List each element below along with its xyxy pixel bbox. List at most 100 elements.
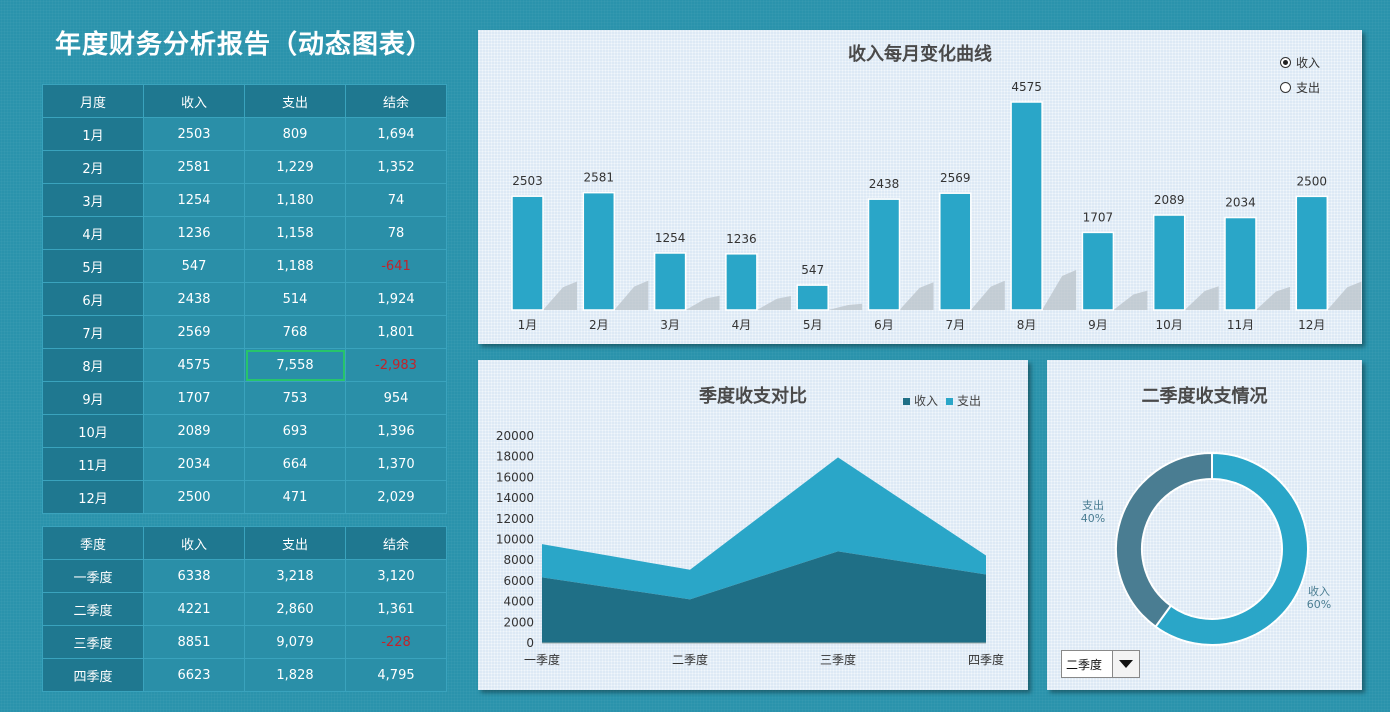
bar[interactable]	[1224, 216, 1257, 311]
monthly_table-cell[interactable]: 74	[345, 183, 447, 217]
monthly_table-cell[interactable]: 9月	[42, 381, 144, 415]
monthly_table-header-cell[interactable]: 月度	[42, 84, 144, 118]
bar[interactable]	[582, 191, 616, 311]
quarter_table-cell[interactable]: 6338	[143, 559, 245, 593]
monthly_table-cell[interactable]: 4月	[42, 216, 144, 250]
monthly_table-cell[interactable]: 547	[143, 249, 245, 283]
monthly_table-cell[interactable]: 2月	[42, 150, 144, 184]
monthly_table-cell[interactable]: 12月	[42, 480, 144, 514]
quarter_table-cell[interactable]: 三季度	[42, 625, 144, 659]
legend-income: 收入	[903, 392, 938, 409]
quarter_table-cell[interactable]: 2,860	[244, 592, 346, 626]
monthly_table-row: 5月 547 1,188 -641	[42, 249, 447, 283]
radio-expense-dot[interactable]	[1280, 82, 1291, 93]
monthly_table-cell[interactable]: 1,158	[244, 216, 346, 250]
quarter_table-cell[interactable]: 9,079	[244, 625, 346, 659]
radio-income-dot[interactable]	[1280, 57, 1291, 68]
quarter_table-cell[interactable]: 4,795	[345, 658, 447, 692]
monthly_table-cell[interactable]: 4575	[143, 348, 245, 382]
monthly_table-cell[interactable]: 1,801	[345, 315, 447, 349]
monthly_table-cell[interactable]: 2034	[143, 447, 245, 481]
monthly_table-cell[interactable]: 1,396	[345, 414, 447, 448]
monthly_table-cell[interactable]: -641	[345, 249, 447, 283]
quarter-legend: 收入 支出	[903, 392, 981, 409]
monthly_table-cell[interactable]: 3月	[42, 183, 144, 217]
quarter_table-cell[interactable]: 4221	[143, 592, 245, 626]
monthly_table-cell[interactable]: 1,352	[345, 150, 447, 184]
quarter_table-cell[interactable]: 四季度	[42, 658, 144, 692]
bar[interactable]	[1152, 214, 1186, 311]
quarter_table-cell[interactable]: 3,218	[244, 559, 346, 593]
quarter_table-cell[interactable]: -228	[345, 625, 447, 659]
bar[interactable]	[1010, 101, 1043, 311]
x-tick-label: 11月	[1227, 318, 1254, 332]
monthly_table-cell[interactable]: 471	[244, 480, 346, 514]
monthly_table-cell[interactable]: 2,029	[345, 480, 447, 514]
monthly_table-cell[interactable]: 2581	[143, 150, 245, 184]
bar[interactable]	[653, 252, 687, 311]
monthly_table-cell[interactable]: 664	[244, 447, 346, 481]
quarter_table-cell[interactable]: 3,120	[345, 559, 447, 593]
bar[interactable]	[939, 192, 972, 311]
monthly_table-row: 12月 2500 471 2,029	[42, 480, 447, 514]
monthly_table-cell[interactable]: -2,983	[345, 348, 447, 382]
monthly_table-cell[interactable]: 1,180	[244, 183, 346, 217]
bar[interactable]	[796, 284, 829, 311]
monthly_table-cell[interactable]: 2089	[143, 414, 245, 448]
monthly_table-cell[interactable]: 693	[244, 414, 346, 448]
monthly_table-cell[interactable]: 2503	[143, 117, 245, 151]
bar[interactable]	[511, 195, 544, 311]
dropdown-arrow-icon[interactable]	[1112, 651, 1139, 677]
quarter_table-header-cell[interactable]: 支出	[244, 526, 346, 560]
monthly_table-cell[interactable]: 1236	[143, 216, 245, 250]
quarter-select[interactable]: 二季度	[1061, 650, 1140, 678]
quarter_table-header-cell[interactable]: 季度	[42, 526, 144, 560]
bar[interactable]	[725, 253, 758, 311]
monthly_table-cell[interactable]: 8月	[42, 348, 144, 382]
monthly_table-cell[interactable]: 809	[244, 117, 346, 151]
monthly_table-cell[interactable]: 2438	[143, 282, 245, 316]
quarter_table-cell[interactable]: 8851	[143, 625, 245, 659]
monthly_table-cell[interactable]: 7,558	[244, 348, 346, 382]
monthly_table-cell[interactable]: 1,694	[345, 117, 447, 151]
monthly_table-cell[interactable]: 1,924	[345, 282, 447, 316]
radio-expense[interactable]: 支出	[1280, 79, 1320, 96]
monthly_table-cell[interactable]: 11月	[42, 447, 144, 481]
bar[interactable]	[1081, 231, 1115, 311]
monthly_table-cell[interactable]: 2569	[143, 315, 245, 349]
monthly_table-cell[interactable]: 2500	[143, 480, 245, 514]
monthly_table-header-cell[interactable]: 结余	[345, 84, 447, 118]
monthly_table-cell[interactable]: 1254	[143, 183, 245, 217]
quarter_table-cell[interactable]: 二季度	[42, 592, 144, 626]
monthly_table-cell[interactable]: 78	[345, 216, 447, 250]
x-tick-label: 1月	[518, 318, 538, 332]
monthly_table-cell[interactable]: 5月	[42, 249, 144, 283]
quarter_table-row: 二季度 4221 2,860 1,361	[42, 592, 447, 626]
monthly_table-cell[interactable]: 10月	[42, 414, 144, 448]
bar[interactable]	[867, 198, 901, 311]
quarter_table-cell[interactable]: 6623	[143, 658, 245, 692]
quarter_table-cell[interactable]: 1,828	[244, 658, 346, 692]
income-slice[interactable]	[1154, 451, 1309, 646]
monthly_table-cell[interactable]: 1707	[143, 381, 245, 415]
quarter_table-cell[interactable]: 1,361	[345, 592, 447, 626]
bar[interactable]	[1295, 195, 1329, 311]
quarter_table-header-cell[interactable]: 收入	[143, 526, 245, 560]
monthly_table-cell[interactable]: 1,229	[244, 150, 346, 184]
monthly_table-cell[interactable]: 768	[244, 315, 346, 349]
monthly_table-header-cell[interactable]: 支出	[244, 84, 346, 118]
expense-slice[interactable]	[1115, 451, 1213, 629]
monthly_table-cell[interactable]: 514	[244, 282, 346, 316]
monthly_table-cell[interactable]: 1,188	[244, 249, 346, 283]
radio-income[interactable]: 收入	[1280, 54, 1320, 71]
monthly_table-cell[interactable]: 954	[345, 381, 447, 415]
monthly_table-cell[interactable]: 753	[244, 381, 346, 415]
monthly_table-cell[interactable]: 6月	[42, 282, 144, 316]
quarter_table-cell[interactable]: 一季度	[42, 559, 144, 593]
monthly_table-header-cell[interactable]: 收入	[143, 84, 245, 118]
quarter_table-header-cell[interactable]: 结余	[345, 526, 447, 560]
monthly_table-cell[interactable]: 7月	[42, 315, 144, 349]
monthly_table-cell[interactable]: 1,370	[345, 447, 447, 481]
x-tick-label: 10月	[1156, 318, 1183, 332]
monthly_table-cell[interactable]: 1月	[42, 117, 144, 151]
